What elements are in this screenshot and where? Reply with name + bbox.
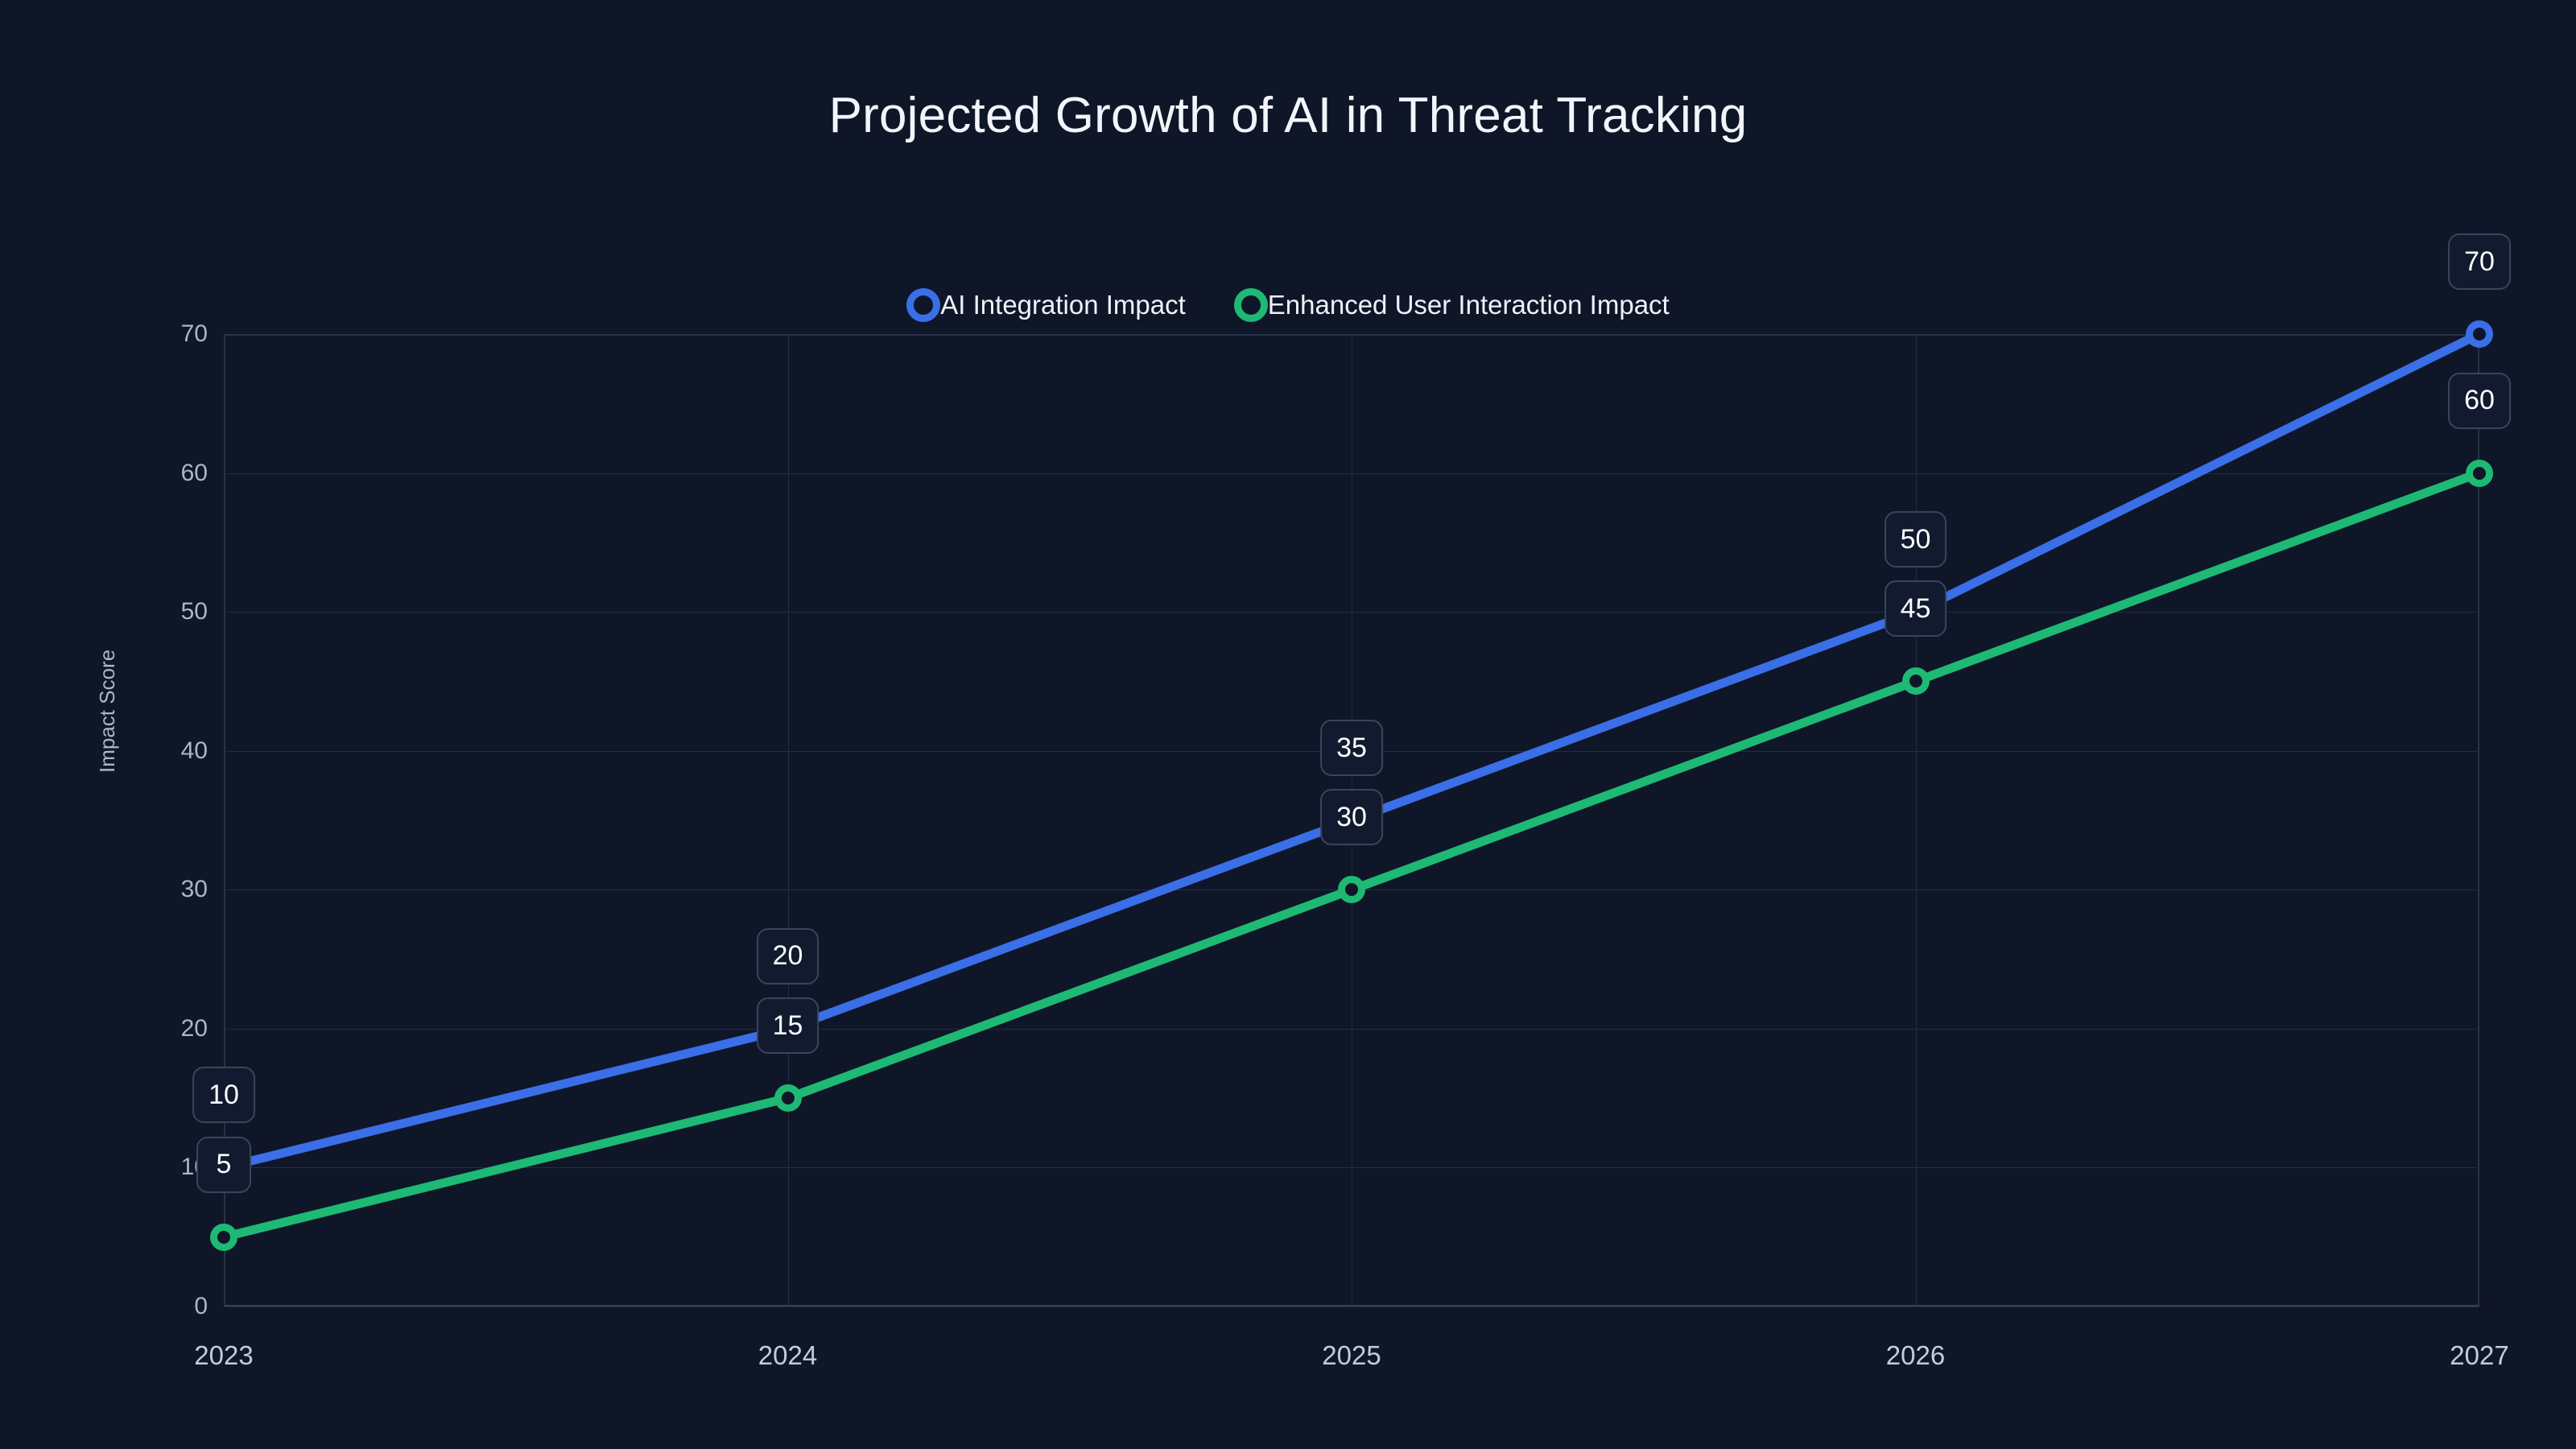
x-axis-tick-label: 2025 (1322, 1340, 1381, 1370)
data-label-badge: 5 (196, 1136, 251, 1193)
y-axis-tick-label: 20 (180, 1014, 208, 1042)
series-line (219, 469, 2484, 1242)
data-label-badge: 70 (2448, 233, 2511, 290)
gridline-vertical (787, 334, 789, 1307)
y-axis-tick-label: 60 (180, 459, 208, 486)
data-point-marker[interactable] (210, 1223, 237, 1251)
circle-outline-icon (1233, 288, 1268, 322)
data-point-marker[interactable] (2466, 459, 2493, 487)
data-label-badge: 20 (756, 927, 819, 985)
y-axis-tick-label: 50 (180, 598, 208, 625)
data-label-badge: 10 (192, 1067, 255, 1124)
gridline-vertical (1915, 334, 1917, 1307)
chart-title: Projected Growth of AI in Threat Trackin… (828, 88, 1748, 143)
data-point-marker[interactable] (1338, 876, 1365, 904)
y-axis-tick-label: 0 (194, 1293, 208, 1319)
data-point-marker[interactable] (1901, 667, 1930, 696)
data-point-marker[interactable] (2466, 320, 2493, 348)
x-axis-tick-label: 2024 (758, 1340, 818, 1370)
chart-legend: AI Integration Impact Enhanced User Inte… (0, 288, 2576, 322)
y-axis-tick-label: 70 (180, 320, 208, 347)
plot-area: 10 20 35 50 70 5 15 30 45 60 (192, 233, 2511, 1307)
data-label-badge: 15 (756, 997, 819, 1055)
circle-outline-icon (906, 288, 941, 322)
legend-label: AI Integration Impact (940, 290, 1186, 320)
y-axis-tick-label: 40 (180, 737, 208, 764)
legend-label: Enhanced User Interaction Impact (1267, 290, 1670, 320)
data-label-badge: 30 (1320, 789, 1383, 846)
x-axis-tick-label: 2026 (1885, 1340, 1946, 1370)
x-axis-tick-label: 2027 (2450, 1340, 2509, 1370)
data-label-badge: 45 (1884, 580, 1947, 638)
legend-item-enhanced-user-interaction-impact[interactable]: Enhanced User Interaction Impact (1233, 288, 1670, 322)
y-axis-tick-label: 10 (180, 1154, 208, 1181)
legend-item-ai-integration-impact[interactable]: AI Integration Impact (906, 288, 1186, 322)
y-axis-tick-label: 30 (180, 876, 208, 903)
x-axis-tick-label: 2023 (194, 1340, 254, 1370)
data-point-marker[interactable] (774, 1084, 802, 1113)
data-label-badge: 60 (2448, 372, 2511, 429)
data-label-badge: 35 (1320, 720, 1383, 776)
data-label-badge: 50 (1884, 511, 1947, 568)
